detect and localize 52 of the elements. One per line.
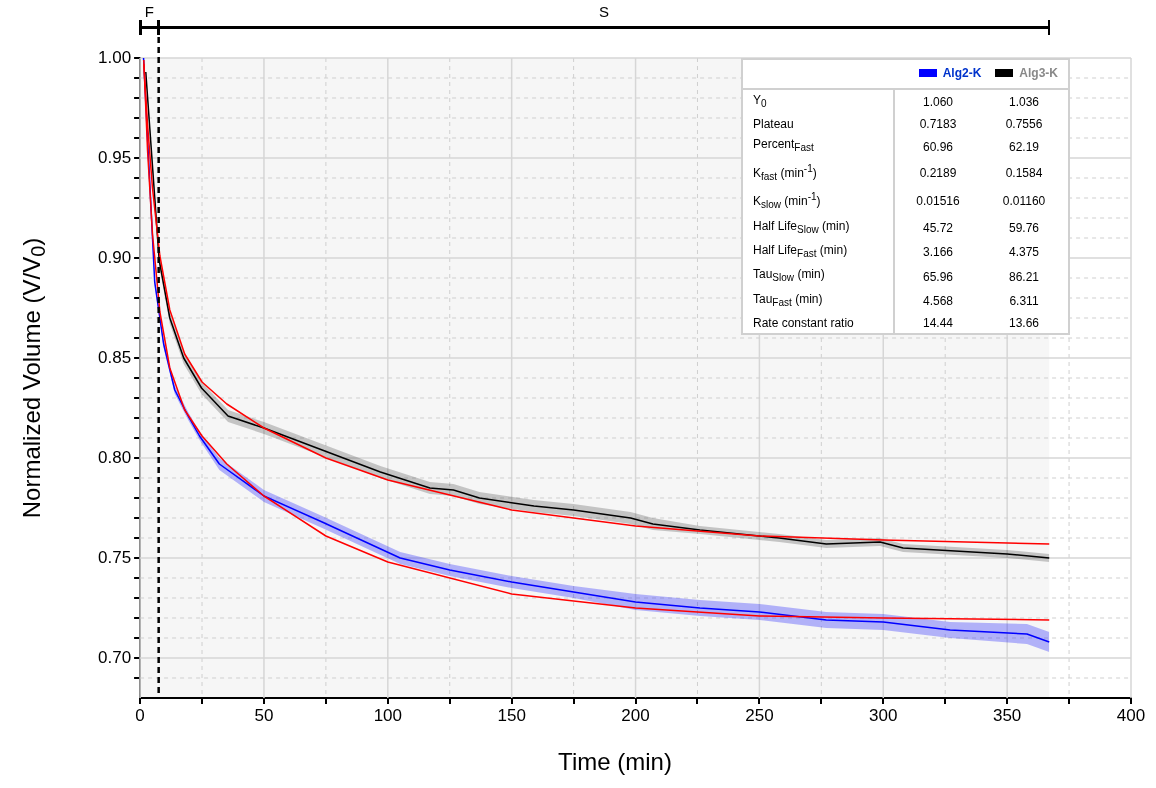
annotation: 60.96 xyxy=(922,138,954,156)
annotation: 1.060 xyxy=(922,94,954,112)
annotation: 6.311 xyxy=(1008,292,1040,310)
legend-label: Alg3-K xyxy=(1018,66,1058,80)
band-label: S xyxy=(597,3,610,21)
x-tick-label: 150 xyxy=(497,706,526,726)
x-tick-label: 100 xyxy=(373,706,402,726)
annotation: Plateau xyxy=(743,114,894,135)
annotation: 0.01516 xyxy=(915,193,961,211)
x-tick-label: 50 xyxy=(254,706,274,726)
annotation: K$_{fast}$ (min$^{-1}$) xyxy=(743,158,894,188)
annotation: Half Life$_{Fast}$ (min) xyxy=(743,239,894,265)
annotation: 86.21 xyxy=(1008,268,1040,286)
annotation: 4.375 xyxy=(1008,244,1040,262)
x-tick-label: 0 xyxy=(135,706,145,726)
annotation: 4.568 xyxy=(922,292,954,310)
annotation: 59.76 xyxy=(1008,219,1040,237)
annotation: Tau$_{Fast}$ (min) xyxy=(743,288,894,314)
x-axis-title: Time (min) xyxy=(557,748,673,776)
x-tick-label: 350 xyxy=(992,706,1022,726)
y-tick-label: 0.80 xyxy=(97,447,132,467)
annotation: 45.72 xyxy=(922,219,954,237)
annotation: 0.1584 xyxy=(1004,164,1044,182)
x-tick-label: 400 xyxy=(1116,706,1146,726)
annotation: Tau$_{Slow}$ (min) xyxy=(743,264,894,289)
annotation: 62.19 xyxy=(1008,138,1040,156)
x-tick-label: 300 xyxy=(869,706,898,726)
annotation: 14.44 xyxy=(922,315,954,333)
y-tick-label: 0.70 xyxy=(97,647,132,667)
band-label: F xyxy=(143,3,155,21)
annotation: 1.036 xyxy=(1008,94,1040,112)
x-tick-label: 200 xyxy=(621,706,650,726)
y-tick-label: 0.95 xyxy=(97,147,132,167)
annotation: Rate constant ratio xyxy=(743,313,894,334)
annotation: 0.2189 xyxy=(918,164,958,182)
y-tick-label: 0.75 xyxy=(97,547,132,567)
annotation: Y$_{0}$ xyxy=(743,90,894,115)
annotation: Percent$_{Fast}$ xyxy=(743,134,894,159)
span-bracket: S xyxy=(157,3,1051,35)
annotation: 0.7183 xyxy=(918,116,958,134)
annotation: 0.01160 xyxy=(1001,193,1047,211)
x-tick-label: 250 xyxy=(745,706,774,726)
y-tick-label: 1.00 xyxy=(97,47,132,67)
annotation: 65.96 xyxy=(922,268,954,286)
annotation: 0.7556 xyxy=(1004,116,1044,134)
y-tick-label: 0.85 xyxy=(97,347,132,367)
y-tick-label: 0.90 xyxy=(97,247,132,267)
annotation: K$_{slow}$ (min$^{-1}$) xyxy=(743,187,894,216)
annotation: 13.66 xyxy=(1008,315,1040,333)
annotation: Half Life$_{Slow}$ (min) xyxy=(743,215,894,240)
annotation: 3.166 xyxy=(922,244,954,262)
legend-label: Alg2-K xyxy=(941,66,982,80)
